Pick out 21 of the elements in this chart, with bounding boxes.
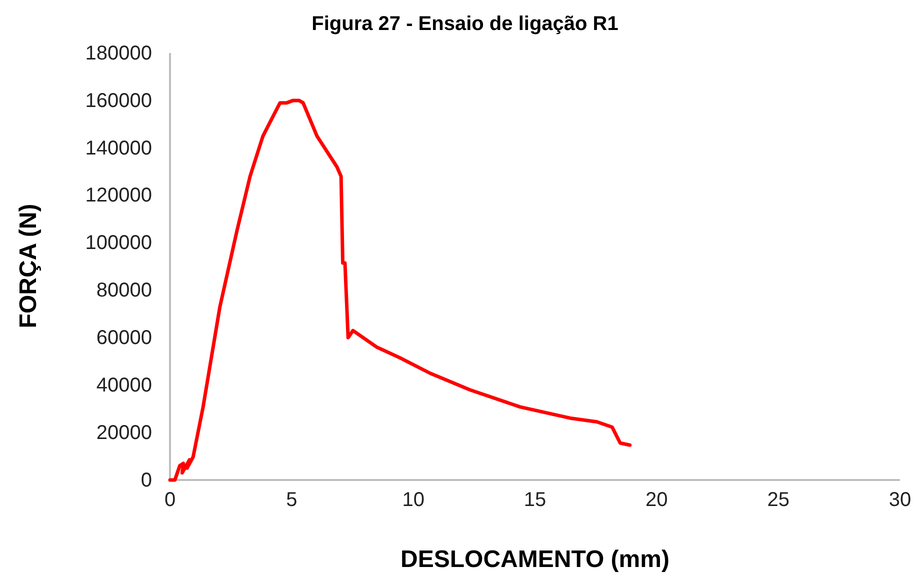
y-tick-label: 60000 <box>96 327 152 350</box>
y-tick-label: 0 <box>140 469 152 492</box>
line-series <box>168 98 632 482</box>
y-tick-label: 120000 <box>85 184 152 207</box>
y-tick-label: 140000 <box>85 137 152 160</box>
x-tick-label: 25 <box>767 489 790 512</box>
x-tick-label: 15 <box>524 489 546 512</box>
y-tick-label: 80000 <box>96 280 152 302</box>
y-tick-label: 40000 <box>96 374 152 397</box>
y-axis-title: FORÇA (N) <box>15 204 42 328</box>
x-tick-label: 5 <box>286 489 298 512</box>
x-axis-title: DESLOCAMENTO (mm) <box>400 546 670 573</box>
x-tick-label: 10 <box>402 489 424 512</box>
x-tick-label: 30 <box>888 489 912 512</box>
y-tick-label: 100000 <box>85 232 152 254</box>
chart-title: Figura 27 - Ensaio de ligação R1 <box>312 13 618 35</box>
x-tick-label: 20 <box>646 489 668 512</box>
y-tick-label: 160000 <box>85 90 152 112</box>
y-tick-label: 180000 <box>85 42 152 64</box>
x-tick-label: 0 <box>164 489 176 512</box>
y-tick-label: 20000 <box>96 422 152 444</box>
